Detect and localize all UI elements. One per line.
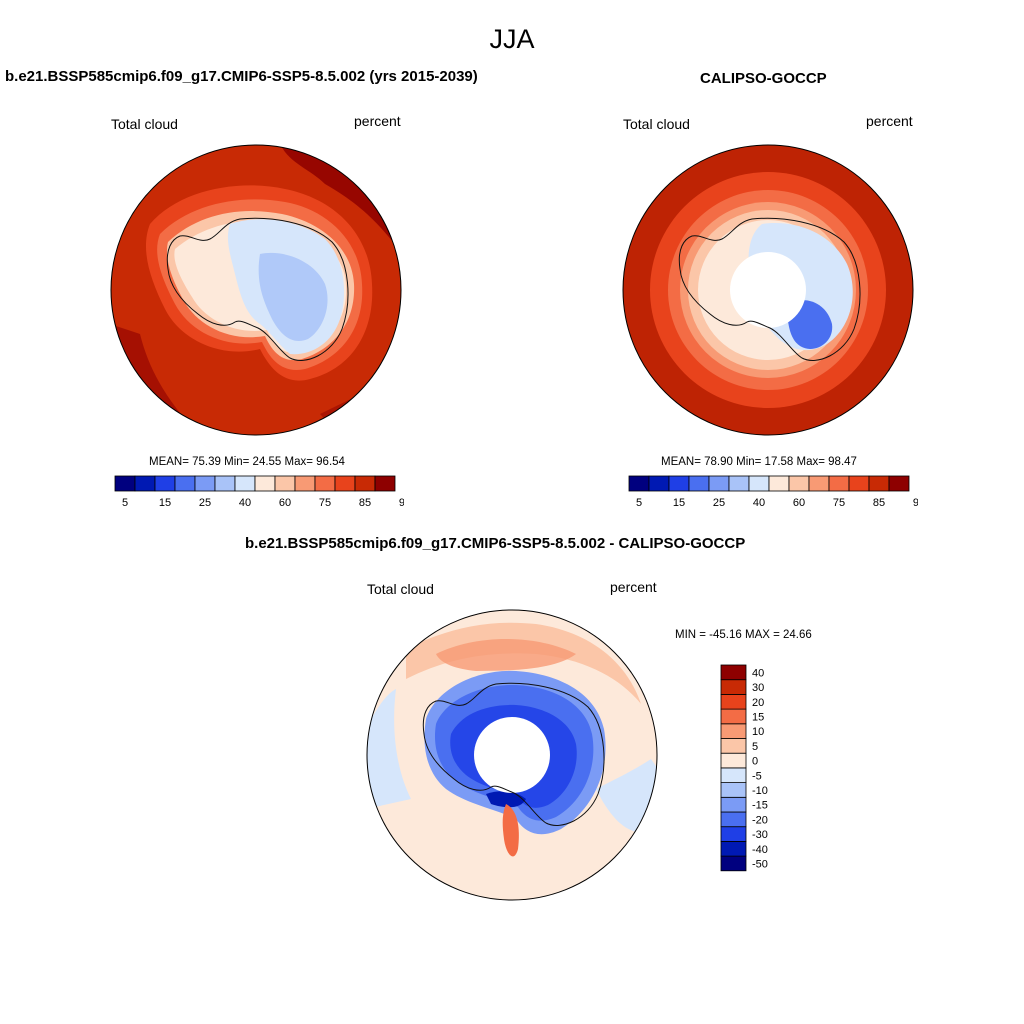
panel1-colorbar-box <box>334 475 356 492</box>
panel1-colorbar-label: 60 <box>279 497 291 509</box>
panel2-colorbar-label: 85 <box>873 497 885 509</box>
panel3-colorbar-label: -40 <box>752 844 768 856</box>
panel3-title: b.e21.BSSP585cmip6.f09_g17.CMIP6-SSP5-8.… <box>245 535 746 552</box>
panel3-colorbar-label: -10 <box>752 785 768 797</box>
panel3-colorbar: -50-40-30-20-15-10-505101520304050 <box>720 662 768 872</box>
panel3-colorbar-label: 5 <box>752 741 758 753</box>
panel3-stats: MIN = -45.16 MAX = 24.66 <box>675 629 812 641</box>
panel2-map <box>622 144 914 436</box>
panel2-colorbar-label: 25 <box>713 497 725 509</box>
panel1-colorbar-label: 75 <box>319 497 331 509</box>
panel2-colorbar-label: 95 <box>913 497 918 509</box>
panel3-colorbar-label: -20 <box>752 814 768 826</box>
panel2-colorbar-box <box>668 475 690 492</box>
panel3-variable-label: Total cloud <box>367 581 434 597</box>
panel1-stats: MEAN= 75.39 Min= 24.55 Max= 96.54 <box>149 456 345 468</box>
panel3-colorbar-box <box>720 811 747 828</box>
panel3-colorbar-label: 20 <box>752 697 764 709</box>
panel3-colorbar-box <box>720 826 747 842</box>
panel3-colorbar-label: 0 <box>752 756 758 768</box>
panel2-title: CALIPSO-GOCCP <box>700 70 827 87</box>
panel3-colorbar-label: 30 <box>752 682 764 694</box>
panel2-colorbar-label: 75 <box>833 497 845 509</box>
figure-title: JJA <box>489 24 535 54</box>
panel3-colorbar-box <box>720 708 747 725</box>
panel1-title: b.e21.BSSP585cmip6.f09_g17.CMIP6-SSP5-8.… <box>5 68 478 85</box>
panel2-colorbar-box <box>868 475 890 492</box>
panel3-colorbar-label: -50 <box>752 858 768 870</box>
panel3-colorbar-label: 15 <box>752 711 764 723</box>
panel3-map <box>366 609 658 901</box>
panel3-colorbar-box <box>720 855 747 872</box>
panel3-colorbar-box <box>720 679 747 695</box>
panel2-colorbar-box <box>828 475 850 492</box>
panel2-colorbar: 5 15 25 40 60 75 85 95 <box>628 475 918 509</box>
panel2-colorbar-box <box>788 475 810 492</box>
panel1-colorbar-label: 25 <box>199 497 211 509</box>
panel2-colorbar-box <box>708 475 730 492</box>
panel3-colorbar-box <box>720 664 747 681</box>
panel1-colorbar-box <box>274 475 296 492</box>
panel3-colorbar-box <box>720 752 747 769</box>
panel3-colorbar-box <box>720 796 747 813</box>
panel2-colorbar-box <box>848 475 870 492</box>
panel3-colorbar-box <box>720 738 747 754</box>
panel1-variable-label: Total cloud <box>111 116 178 132</box>
panel1-colorbar-box <box>214 475 236 492</box>
panel2-colorbar-box <box>728 475 750 492</box>
panel2-colorbar-box <box>628 475 650 492</box>
panel3-colorbar-box <box>720 694 747 710</box>
panel1-colorbar-box <box>354 475 376 492</box>
panel3-colorbar-box <box>720 840 747 857</box>
panel2-colorbar-box <box>768 475 790 492</box>
panel3-colorbar-label: -30 <box>752 829 768 841</box>
panel2-colorbar-box <box>688 475 710 492</box>
panel2-colorbar-label: 40 <box>753 497 765 509</box>
panel1-colorbar: 5 15 25 40 60 75 85 95 <box>114 475 404 509</box>
panel3-colorbar-label: 50 <box>752 662 764 665</box>
panel1-colorbar-box <box>374 475 396 492</box>
panel2-variable-label: Total cloud <box>623 116 690 132</box>
panel1-colorbar-box <box>134 475 156 492</box>
panel2-colorbar-box <box>648 475 670 492</box>
panel1-colorbar-box <box>294 475 316 492</box>
panel2-stats: MEAN= 78.90 Min= 17.58 Max= 98.47 <box>661 456 857 468</box>
panel3-colorbar-box <box>720 767 747 784</box>
panel1-colorbar-box <box>174 475 196 492</box>
panel3-colorbar-label: 40 <box>752 667 764 679</box>
panel2-colorbar-box <box>888 475 910 492</box>
panel2-colorbar-box <box>808 475 830 492</box>
panel3-colorbar-label: 10 <box>752 726 764 738</box>
panel2-units-label: percent <box>866 113 913 129</box>
panel2-colorbar-label: 5 <box>636 497 642 509</box>
panel2-colorbar-box <box>748 475 770 492</box>
panel1-colorbar-box <box>114 475 136 492</box>
panel1-colorbar-box <box>154 475 176 492</box>
panel1-colorbar-box <box>194 475 216 492</box>
panel1-colorbar-label: 15 <box>159 497 171 509</box>
panel1-colorbar-label: 5 <box>122 497 128 509</box>
panel1-colorbar-box <box>254 475 276 492</box>
panel3-colorbar-label: -5 <box>752 770 762 782</box>
panel1-colorbar-box <box>314 475 336 492</box>
panel1-colorbar-label: 95 <box>399 497 404 509</box>
panel3-colorbar-label: -15 <box>752 800 768 812</box>
panel1-colorbar-box <box>234 475 256 492</box>
panel2-colorbar-label: 15 <box>673 497 685 509</box>
panel3-colorbar-box <box>720 723 747 739</box>
panel3-colorbar-box <box>720 782 747 798</box>
panel2-colorbar-label: 60 <box>793 497 805 509</box>
panel1-map <box>110 144 402 436</box>
panel1-colorbar-label: 40 <box>239 497 251 509</box>
panel1-units-label: percent <box>354 113 401 129</box>
panel1-colorbar-label: 85 <box>359 497 371 509</box>
panel3-units-label: percent <box>610 579 657 595</box>
